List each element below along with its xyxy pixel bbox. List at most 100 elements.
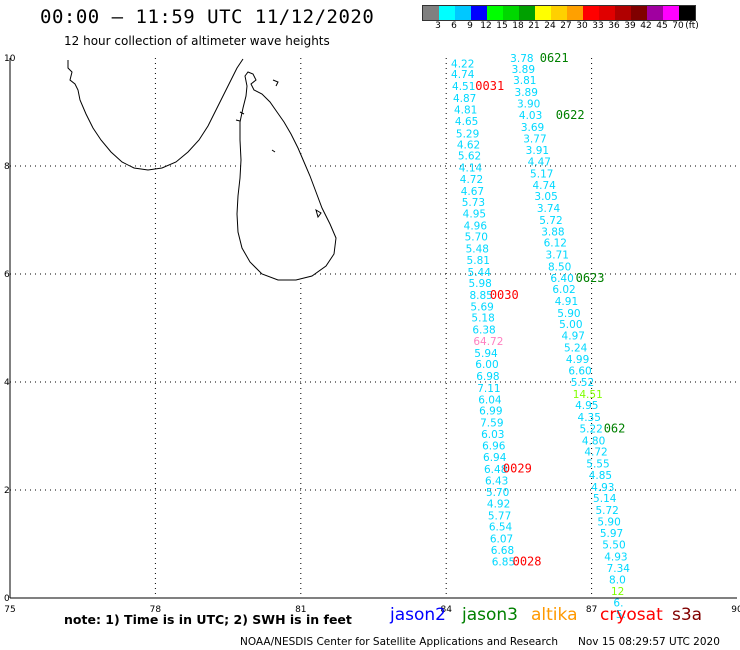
legend-item-altika: altika [531,605,578,625]
wave-height-value: 5.22 [579,423,602,435]
wave-height-value: 4.74 [451,69,475,81]
colorbar-label: 21 [528,21,540,31]
wave-height-value: 5.24 [564,342,588,354]
pass-time-label: 0030 [490,288,519,302]
pass-time-label: 0029 [503,461,532,475]
wave-height-value: 4.95 [575,400,598,412]
wave-height-value: 6.98 [476,371,499,383]
colorbar-swatch [535,6,551,20]
colorbar-swatch [679,6,695,20]
colorbar-swatch [647,6,663,20]
mannar-islands [235,79,322,219]
wave-height-value: 5.69 [470,301,493,313]
wave-height-value: 5.77 [488,510,511,522]
wave-height-value: 14.51 [573,389,603,401]
wave-height-value: 4.91 [555,296,578,308]
y-tick-label: 2 [4,486,10,496]
wave-height-value: 5.55 [586,459,609,471]
colorbar-swatch [503,6,519,20]
colorbar-label: 36 [608,21,620,31]
wave-height-value: 4.14 [459,163,483,175]
wave-height-value: 7.59 [480,418,503,430]
wave-height-value: 6.04 [478,394,502,406]
colorbar-label: (ft) [685,21,699,31]
colorbar-swatch [471,6,487,20]
colorbar-label: 12 [480,21,492,31]
colorbar-label: 24 [544,21,556,31]
colorbar-label: 42 [640,21,652,31]
wave-height-value: 7.34 [607,563,631,575]
wave-height-value: 3.89 [512,64,535,76]
page-subtitle: 12 hour collection of altimeter wave hei… [64,34,330,48]
pass-time-label: 0621 [540,51,569,65]
wave-height-value: 3.78 [510,53,533,65]
colorbar-swatch [439,6,455,20]
colorbar-swatch [631,6,647,20]
colorbar-label: 39 [624,21,636,31]
y-tick-label: 6 [4,270,10,280]
india-coastline [67,58,244,171]
pass-time-label: 062 [604,421,626,435]
axis-ticks: 75 78 81 84 87 90 0 2 4 6 8 10 [4,54,740,615]
wave-height-value: 64.72 [473,336,503,348]
wave-height-value: 5.14 [593,493,617,505]
wave-height-value: 8.85 [469,290,492,302]
footnote: note: 1) Time is in UTC; 2) SWH is in fe… [64,612,352,627]
colorbar-swatch [487,6,503,20]
wave-height-value: 6.07 [490,534,513,546]
wave-height-value: 5. [616,609,626,621]
wave-height-value: 8.0 [609,575,626,587]
wave-height-value: 6.02 [552,284,575,296]
pass-time-label: 0031 [475,79,504,93]
wave-height-value: 5.50 [602,540,625,552]
wave-height-value: 4.92 [487,499,510,511]
wave-height-value: 3.88 [541,226,564,238]
wave-height-value: 5.72 [595,505,618,517]
wave-height-value: 4.95 [463,209,486,221]
wave-height-value: 4.81 [454,104,477,116]
wave-height-values: 4.224.744.514.874.814.655.294.625.624.14… [451,53,630,621]
y-tick-label: 4 [4,378,10,388]
colorbar-swatch [567,6,583,20]
generation-time: Nov 15 08:29:57 UTC 2020 [578,636,720,648]
wave-height-value: 4.74 [532,180,556,192]
wave-height-value: 4.80 [582,435,605,447]
colorbar-swatch [455,6,471,20]
colorbar-label: 18 [512,21,524,31]
wave-height-value: 5.17 [530,169,553,181]
x-tick-label: 81 [295,605,306,615]
y-tick-label: 10 [4,54,16,64]
wave-height-value: 6.38 [472,325,495,337]
wave-height-value: 3.74 [537,203,561,215]
legend-item-jason3: jason3 [462,605,518,625]
wave-height-value: 5.73 [462,197,485,209]
legend-item-jason2: jason2 [390,605,446,625]
colorbar-swatch [583,6,599,20]
map-grid [10,58,737,598]
wave-height-value: 4.65 [455,116,478,128]
wave-height-value: 4.97 [562,331,585,343]
colorbar-label: 6 [451,21,457,31]
x-tick-label: 78 [150,605,162,615]
wave-height-value: 4.72 [584,447,607,459]
wave-height-value: 6.43 [485,475,508,487]
pass-time-label: 0028 [513,554,542,568]
y-tick-label: 0 [4,594,10,604]
legend-item-s3a: s3a [672,605,703,625]
wave-height-value: 7.11 [477,383,500,395]
wave-height-value: 3.89 [515,87,538,99]
wave-height-value: 6.60 [568,366,591,378]
wave-height-value: 6.94 [483,452,507,464]
pass-time-labels: 0031 0030 0029 0028 0621 0622 0623 062 [475,51,625,568]
colorbar-label: 45 [656,21,668,31]
wave-height-value: 5.70 [465,232,488,244]
wave-height-value: 5.72 [539,215,562,227]
credit-line: NOAA/NESDIS Center for Satellite Applica… [240,636,558,648]
wave-height-value: 5.52 [571,377,594,389]
wave-height-value: 5.48 [466,244,489,256]
sri-lanka-island [236,71,337,281]
colorbar-label: 3 [435,21,441,31]
wave-height-value: 3.90 [517,98,540,110]
wave-height-value: 5.62 [458,151,481,163]
wave-height-value: 4.87 [453,93,476,105]
